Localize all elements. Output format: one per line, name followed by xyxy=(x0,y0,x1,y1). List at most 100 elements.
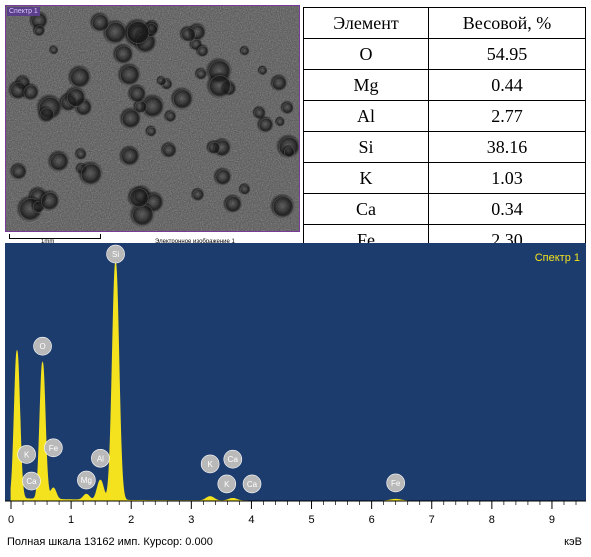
element-cell: O xyxy=(303,38,429,70)
sem-pit xyxy=(190,187,205,202)
peak-marker-label: K xyxy=(24,450,30,459)
sem-pit-rim xyxy=(11,164,27,180)
sem-pit-rim xyxy=(215,169,232,186)
sem-pit-rim xyxy=(23,84,39,101)
spectrum-name: Спектр 1 xyxy=(535,252,580,264)
table-row: Ca 0.34 xyxy=(303,193,586,225)
sem-pit xyxy=(269,73,288,92)
sem-pit-rim xyxy=(282,102,295,115)
sem-spectrum-label: Спектр 1 xyxy=(7,7,40,16)
sem-pit-rim xyxy=(240,184,251,196)
sem-pit-rim xyxy=(146,126,158,138)
element-cell: Ca xyxy=(303,193,429,225)
x-tick-label: 8 xyxy=(489,514,495,526)
sem-image-panel: Спектр 1 1mm Электронное изображение 1 xyxy=(5,5,300,245)
sem-pit-rim xyxy=(258,117,274,133)
sem-pit xyxy=(195,43,209,58)
sem-pit xyxy=(160,141,178,159)
peak-marker-label: Si xyxy=(112,250,119,259)
peak-marker-circle xyxy=(91,448,110,468)
sem-pit xyxy=(212,166,232,186)
peak-marker-k: K xyxy=(200,454,220,474)
sem-pit-rim xyxy=(173,89,193,110)
sem-pit-rim xyxy=(126,21,150,44)
axis-background xyxy=(5,501,586,553)
sem-pit xyxy=(21,82,40,101)
weight-cell: 2.77 xyxy=(428,100,586,132)
sem-pit-rim xyxy=(157,77,167,87)
peak-marker-mg: Mg xyxy=(77,470,96,490)
sem-pit-rim xyxy=(120,65,140,86)
sem-pit-rim xyxy=(272,76,288,92)
peak-marker-circle xyxy=(223,449,243,469)
composition-table: Элемент Весовой, % O 54.95 Mg 0.44 Al 2.… xyxy=(303,7,586,256)
sem-pit xyxy=(163,109,177,123)
sem-pit-rim xyxy=(121,109,141,129)
peak-marker-fe: Fe xyxy=(386,473,405,493)
sem-pit-rim xyxy=(258,66,268,76)
sem-pit-rim xyxy=(39,107,55,123)
peak-markers: Si O Fe K Ca Mg Al K Ca K Ca Fe xyxy=(17,244,405,494)
sem-pit-rim xyxy=(121,147,140,166)
peak-marker-circle xyxy=(33,336,52,356)
sem-pit-rim xyxy=(272,196,294,218)
sem-pit xyxy=(178,25,197,43)
sem-pit-rim xyxy=(66,88,86,107)
sem-pit xyxy=(74,147,88,161)
peak-marker-label: Al xyxy=(97,454,104,463)
peak-marker-circle xyxy=(242,474,262,494)
peak-marker-label: Mg xyxy=(81,476,92,485)
table-row: Si 38.16 xyxy=(303,131,586,163)
sem-pit xyxy=(118,144,141,167)
sem-pit-rim xyxy=(181,27,196,42)
sem-pit xyxy=(9,161,28,181)
sem-pit xyxy=(89,11,111,33)
sem-pit-rim xyxy=(283,146,295,158)
peak-marker-label: O xyxy=(39,342,45,351)
sem-pit xyxy=(205,139,221,155)
peak-marker-circle xyxy=(22,471,41,491)
sem-pit-rim xyxy=(192,189,205,202)
peak-marker-circle xyxy=(77,470,96,490)
sem-pit xyxy=(238,182,251,196)
sem-pit-rim xyxy=(50,46,59,56)
x-axis-unit: кэВ xyxy=(564,536,582,548)
sem-pit-rim xyxy=(225,196,242,213)
x-tick-label: 5 xyxy=(308,514,314,526)
sem-pit-rim xyxy=(165,111,177,123)
sem-pit-rim xyxy=(70,67,91,88)
sem-texture xyxy=(6,6,299,231)
peak-marker-label: Ca xyxy=(26,477,37,486)
peak-marker-label: K xyxy=(224,480,230,489)
sem-pit xyxy=(112,42,134,65)
peak-marker-circle xyxy=(106,244,125,264)
peak-marker-k: K xyxy=(17,445,36,464)
peak-marker-circle xyxy=(17,445,36,464)
sem-pit xyxy=(239,45,250,56)
scale-bar xyxy=(9,234,101,239)
sem-micrograph: Спектр 1 xyxy=(5,5,300,232)
status-bar-text: Полная шкала 13162 имп. Курсор: 0.000 xyxy=(7,536,213,548)
sem-pit xyxy=(38,189,61,212)
peak-marker-circle xyxy=(217,474,237,494)
x-axis-ticks: 0 1 2 3 4 5 6 7 8 9 xyxy=(8,501,577,526)
sem-pit-rim xyxy=(207,141,221,155)
sem-pit-rim xyxy=(276,117,286,128)
sem-pit xyxy=(194,67,208,81)
sem-pit xyxy=(155,75,167,86)
sem-pit-rim xyxy=(91,14,110,32)
peak-marker-al: Al xyxy=(91,448,110,468)
header-weight: Весовой, % xyxy=(428,7,586,39)
sem-pit xyxy=(127,83,147,104)
sem-pit-rim xyxy=(114,45,134,64)
weight-cell: 38.16 xyxy=(428,131,586,163)
sem-pit xyxy=(256,115,274,134)
sem-pit xyxy=(63,85,87,108)
sem-pit-rim xyxy=(240,46,251,57)
sem-pit xyxy=(48,44,59,55)
sem-pits xyxy=(7,10,299,228)
sem-pit-rim xyxy=(129,86,147,103)
sem-pit xyxy=(118,106,142,130)
element-cell: Al xyxy=(303,100,429,132)
